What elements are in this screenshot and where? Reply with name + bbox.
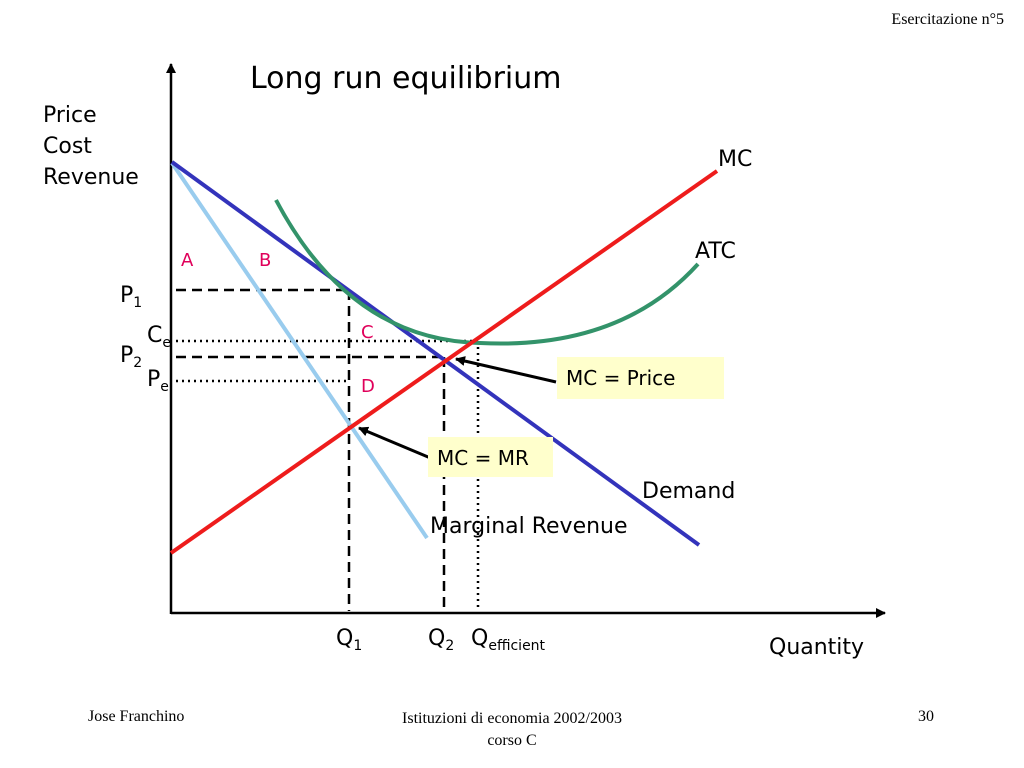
qeff-label: Qefficient — [471, 626, 546, 654]
footer-page-number: 30 — [918, 708, 934, 725]
pe-label: Pe — [147, 367, 169, 395]
mc-curve — [169, 169, 719, 555]
mc-mr-annotation-text: MC = MR — [437, 446, 529, 470]
demand-curve-label: Demand — [642, 479, 735, 504]
demand-curve — [170, 160, 701, 547]
p1-label: P1 — [120, 283, 142, 311]
region-label-a: A — [181, 250, 194, 271]
y-axis-label-cost: Cost — [43, 134, 92, 159]
region-label-d: D — [361, 376, 375, 397]
slide-header: Esercitazione n°5 — [891, 11, 1004, 28]
marginal-revenue-curve — [170, 161, 429, 540]
y-axis-label-revenue: Revenue — [43, 165, 139, 190]
footer-course-line2: corso C — [487, 732, 537, 749]
mc-mr-arrow — [358, 426, 441, 464]
mc-price-annotation: MC = Price — [557, 357, 724, 399]
atc-curve-label: ATC — [695, 239, 736, 264]
mc-price-arrow — [455, 356, 557, 384]
q1-label: Q1 — [336, 626, 362, 654]
mc-curve-label: MC — [718, 147, 752, 172]
region-label-c: C — [361, 322, 374, 343]
p2-label: P2 — [120, 343, 142, 371]
footer-course-line1: Istituzioni di economia 2002/2003 — [402, 710, 622, 727]
diagram-title: Long run equilibrium — [250, 61, 562, 96]
region-label-b: B — [259, 250, 271, 271]
mc-mr-annotation: MC = MR — [428, 437, 553, 477]
footer-author: Jose Franchino — [88, 708, 185, 725]
q2-label: Q2 — [428, 626, 454, 654]
footer-course: Istituzioni di economia 2002/2003 corso … — [362, 708, 662, 752]
y-axis-label-price: Price — [43, 103, 97, 128]
x-axis-label: Quantity — [769, 635, 864, 660]
marginal-revenue-curve-label: Marginal Revenue — [430, 514, 628, 539]
atc-curve — [274, 199, 700, 346]
mc-price-annotation-text: MC = Price — [566, 366, 676, 390]
ce-label: Ce — [147, 323, 171, 351]
